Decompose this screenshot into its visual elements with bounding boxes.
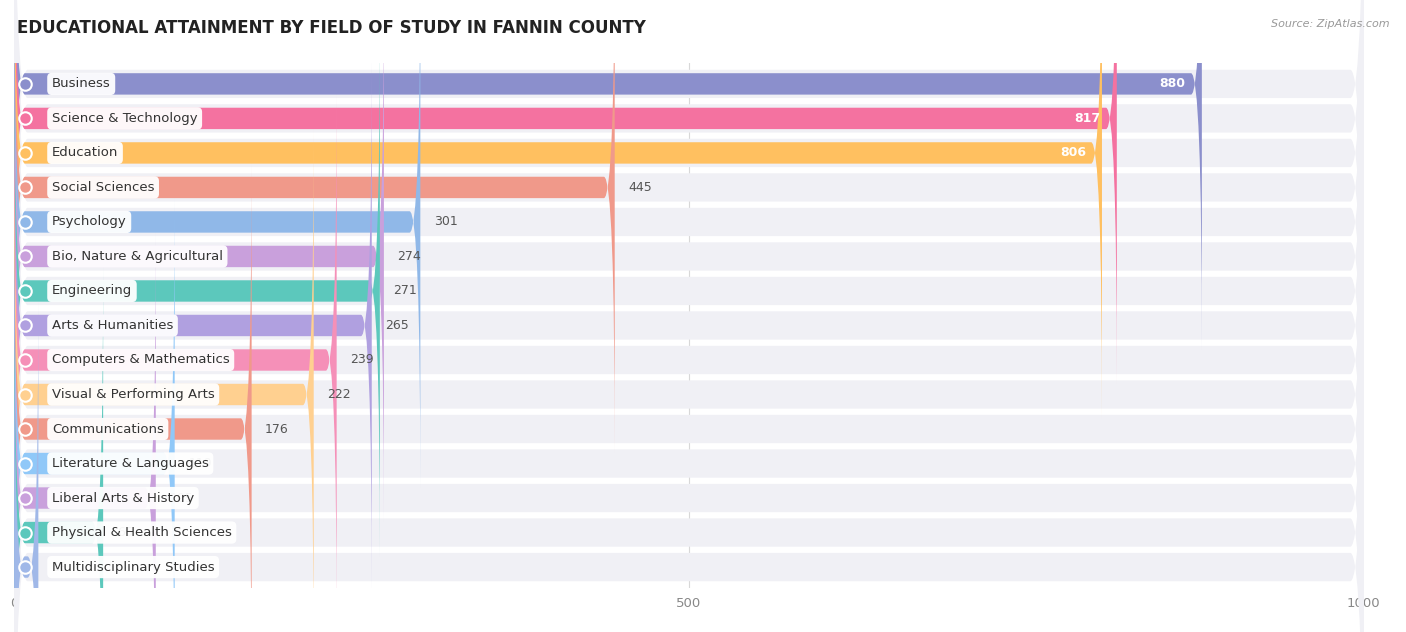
FancyBboxPatch shape — [14, 129, 314, 632]
FancyBboxPatch shape — [14, 98, 1364, 632]
FancyBboxPatch shape — [14, 0, 1364, 632]
Text: Visual & Performing Arts: Visual & Performing Arts — [52, 388, 215, 401]
FancyBboxPatch shape — [14, 64, 1364, 632]
FancyBboxPatch shape — [14, 0, 1364, 449]
Text: 176: 176 — [266, 423, 288, 435]
Text: Communications: Communications — [52, 423, 163, 435]
Text: 817: 817 — [1074, 112, 1101, 125]
FancyBboxPatch shape — [14, 95, 336, 626]
FancyBboxPatch shape — [14, 0, 1364, 518]
FancyBboxPatch shape — [14, 0, 420, 487]
Text: Literature & Languages: Literature & Languages — [52, 457, 208, 470]
Text: 66: 66 — [117, 526, 132, 539]
Text: 18: 18 — [52, 561, 67, 574]
Text: Engineering: Engineering — [52, 284, 132, 298]
FancyBboxPatch shape — [14, 133, 1364, 632]
Text: 301: 301 — [434, 216, 457, 228]
FancyBboxPatch shape — [14, 29, 1364, 632]
FancyBboxPatch shape — [14, 164, 252, 632]
FancyBboxPatch shape — [14, 167, 1364, 632]
FancyBboxPatch shape — [14, 236, 1364, 632]
FancyBboxPatch shape — [14, 25, 380, 556]
Text: 271: 271 — [394, 284, 418, 298]
Text: Bio, Nature & Agricultural: Bio, Nature & Agricultural — [52, 250, 224, 263]
Text: 119: 119 — [188, 457, 212, 470]
FancyBboxPatch shape — [14, 0, 1364, 484]
FancyBboxPatch shape — [14, 0, 1364, 553]
Text: Psychology: Psychology — [52, 216, 127, 228]
FancyBboxPatch shape — [14, 0, 384, 522]
Text: Science & Technology: Science & Technology — [52, 112, 197, 125]
FancyBboxPatch shape — [14, 301, 38, 632]
Text: Business: Business — [52, 77, 111, 90]
FancyBboxPatch shape — [14, 0, 1364, 587]
Text: 445: 445 — [628, 181, 652, 194]
Text: 105: 105 — [169, 492, 193, 504]
Text: 806: 806 — [1060, 147, 1085, 159]
FancyBboxPatch shape — [14, 0, 1102, 418]
Text: 239: 239 — [350, 353, 374, 367]
Text: Physical & Health Sciences: Physical & Health Sciences — [52, 526, 232, 539]
FancyBboxPatch shape — [14, 0, 1202, 349]
Text: 222: 222 — [328, 388, 352, 401]
Text: Multidisciplinary Studies: Multidisciplinary Studies — [52, 561, 215, 574]
FancyBboxPatch shape — [14, 0, 1364, 415]
Text: 880: 880 — [1160, 77, 1185, 90]
FancyBboxPatch shape — [14, 60, 371, 591]
Text: Computers & Mathematics: Computers & Mathematics — [52, 353, 229, 367]
FancyBboxPatch shape — [14, 0, 1364, 622]
Text: Social Sciences: Social Sciences — [52, 181, 155, 194]
FancyBboxPatch shape — [14, 233, 156, 632]
Text: 265: 265 — [385, 319, 409, 332]
Text: Liberal Arts & History: Liberal Arts & History — [52, 492, 194, 504]
Text: Source: ZipAtlas.com: Source: ZipAtlas.com — [1271, 19, 1389, 29]
FancyBboxPatch shape — [14, 267, 103, 632]
FancyBboxPatch shape — [14, 0, 614, 453]
FancyBboxPatch shape — [14, 0, 1116, 384]
Text: Education: Education — [52, 147, 118, 159]
Text: 274: 274 — [398, 250, 422, 263]
FancyBboxPatch shape — [14, 198, 174, 632]
Text: EDUCATIONAL ATTAINMENT BY FIELD OF STUDY IN FANNIN COUNTY: EDUCATIONAL ATTAINMENT BY FIELD OF STUDY… — [17, 19, 645, 37]
Text: Arts & Humanities: Arts & Humanities — [52, 319, 173, 332]
FancyBboxPatch shape — [14, 202, 1364, 632]
